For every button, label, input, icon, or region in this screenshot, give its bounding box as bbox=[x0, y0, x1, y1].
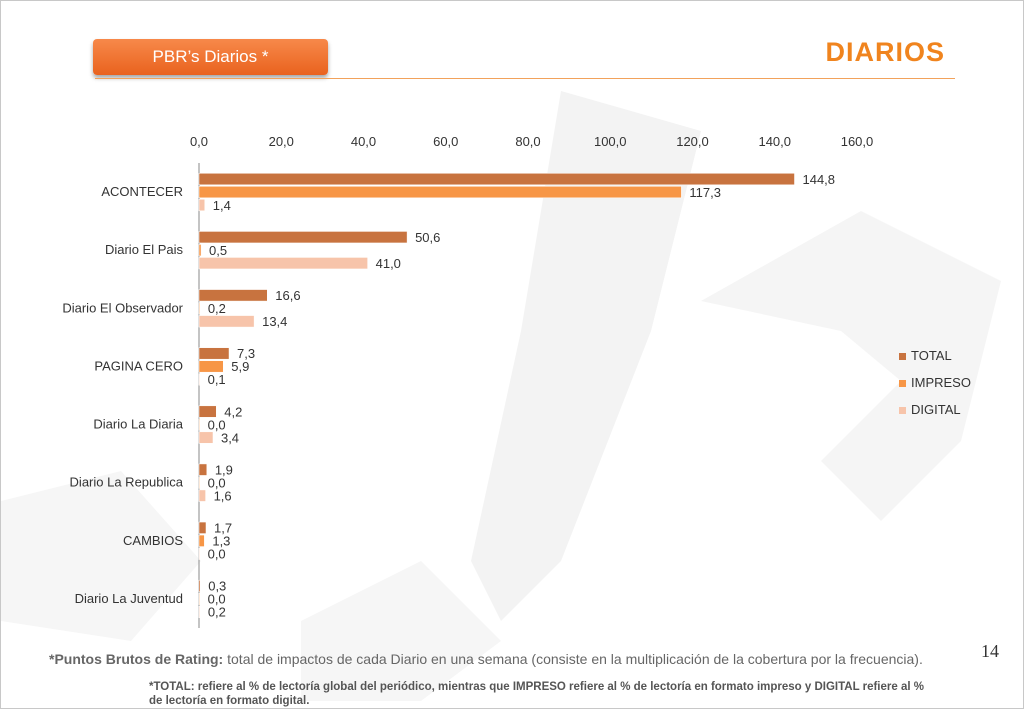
bar-digital bbox=[198, 315, 255, 328]
data-label: 0,2 bbox=[208, 301, 226, 316]
data-label: 0,0 bbox=[208, 417, 226, 432]
bar-total bbox=[198, 173, 795, 186]
bar-digital bbox=[198, 489, 206, 502]
x-tick-label: 140,0 bbox=[758, 134, 791, 149]
bar-total bbox=[198, 579, 201, 592]
legend-item-impreso: IMPRESO bbox=[899, 375, 971, 390]
bar-total bbox=[198, 405, 217, 418]
data-label: 13,4 bbox=[262, 314, 287, 329]
data-label: 5,9 bbox=[231, 359, 249, 374]
legend-label-total: TOTAL bbox=[911, 348, 952, 363]
data-label: 41,0 bbox=[376, 256, 401, 271]
legend-label-digital: DIGITAL bbox=[911, 402, 961, 417]
data-label: 1,7 bbox=[214, 521, 232, 536]
bar-digital bbox=[198, 199, 206, 212]
data-label: 7,3 bbox=[237, 346, 255, 361]
bar-digital bbox=[198, 373, 200, 386]
page-number: 14 bbox=[981, 641, 999, 661]
category-label: CAMBIOS bbox=[123, 533, 183, 548]
page-title: DIARIOS bbox=[825, 37, 945, 67]
bar-total bbox=[198, 463, 208, 476]
bar-impreso bbox=[198, 418, 200, 431]
bar-impreso bbox=[198, 592, 200, 605]
data-label: 0,0 bbox=[208, 475, 226, 490]
x-tick-label: 40,0 bbox=[351, 134, 376, 149]
x-tick-label: 100,0 bbox=[594, 134, 627, 149]
legend-swatch-digital bbox=[899, 407, 906, 415]
x-tick-label: 60,0 bbox=[433, 134, 458, 149]
section-badge: PBR’s Diarios * bbox=[93, 39, 328, 75]
bar-total bbox=[198, 231, 408, 244]
category-label: ACONTECER bbox=[101, 184, 183, 199]
data-label: 0,0 bbox=[208, 547, 226, 562]
legend-swatch-impreso bbox=[899, 380, 906, 388]
x-tick-label: 160,0 bbox=[841, 134, 874, 149]
data-label: 16,6 bbox=[275, 288, 300, 303]
bar-chart: 0,0 20,0 40,0 60,0 80,0 100,0 120,0 140,0 160,0 A… bbox=[62, 134, 874, 628]
bar-impreso bbox=[198, 302, 201, 315]
data-label: 4,2 bbox=[224, 404, 242, 419]
bar-digital bbox=[198, 605, 201, 618]
bar-digital bbox=[198, 547, 200, 560]
bar-impreso bbox=[198, 534, 205, 547]
data-label: 117,3 bbox=[689, 185, 721, 200]
category-label: PAGINA CERO bbox=[94, 358, 183, 373]
category-label: Diario La Juventud bbox=[75, 591, 183, 606]
bar-total bbox=[198, 289, 268, 302]
category-label: Diario El Observador bbox=[62, 300, 183, 315]
bar-digital bbox=[198, 257, 368, 270]
x-tick-label: 0,0 bbox=[190, 134, 208, 149]
data-label: 50,6 bbox=[415, 230, 440, 245]
bar-impreso bbox=[198, 186, 682, 199]
footnote-secondary: *TOTAL: refiere al % de lectoría global … bbox=[149, 681, 924, 707]
data-label: 0,3 bbox=[208, 579, 226, 594]
x-tick-label: 120,0 bbox=[676, 134, 709, 149]
legend-item-digital: DIGITAL bbox=[899, 402, 961, 417]
data-label: 1,4 bbox=[213, 198, 231, 213]
bar-total bbox=[198, 347, 230, 360]
bar-impreso bbox=[198, 360, 224, 373]
bar-impreso bbox=[198, 244, 202, 257]
title-divider bbox=[95, 78, 955, 79]
data-label: 0,0 bbox=[208, 592, 226, 607]
category-label: Diario La Republica bbox=[70, 475, 184, 490]
category-label: Diario La Diaria bbox=[93, 417, 183, 432]
bar-digital bbox=[198, 431, 214, 444]
footnote-main-term: *Puntos Brutos de Rating: bbox=[49, 651, 224, 667]
legend-swatch-total bbox=[899, 353, 906, 361]
data-label: 1,6 bbox=[214, 488, 232, 503]
data-label: 0,1 bbox=[208, 372, 226, 387]
x-tick-label: 20,0 bbox=[269, 134, 294, 149]
legend-item-total: TOTAL bbox=[899, 348, 952, 363]
footnote-main: *Puntos Brutos de Rating: total de impac… bbox=[49, 651, 969, 668]
bar-total bbox=[198, 521, 207, 534]
x-tick-label: 80,0 bbox=[515, 134, 540, 149]
data-label: 144,8 bbox=[802, 172, 835, 187]
data-label: 0,5 bbox=[209, 243, 227, 258]
bar-impreso bbox=[198, 476, 200, 489]
legend-label-impreso: IMPRESO bbox=[911, 375, 971, 390]
data-label: 1,9 bbox=[215, 462, 233, 477]
category-label: Diario El Pais bbox=[105, 242, 184, 257]
data-label: 0,2 bbox=[208, 605, 226, 620]
footnote-main-text: total de impactos de cada Diario en una … bbox=[223, 651, 923, 667]
data-label: 1,3 bbox=[212, 534, 230, 549]
data-label: 3,4 bbox=[221, 430, 239, 445]
